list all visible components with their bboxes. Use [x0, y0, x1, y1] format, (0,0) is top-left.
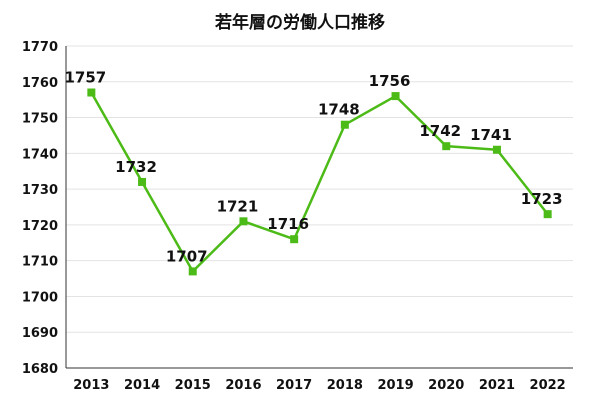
data-label: 1741 — [470, 126, 512, 144]
data-label: 1757 — [64, 69, 106, 87]
y-tick-label: 1750 — [22, 112, 58, 127]
y-tick-label: 1690 — [22, 326, 58, 341]
y-tick-label: 1720 — [22, 219, 58, 234]
x-tick-label: 2017 — [276, 378, 312, 393]
data-label: 1716 — [267, 215, 309, 233]
y-tick-label: 1680 — [22, 362, 58, 377]
data-label: 1742 — [419, 122, 461, 140]
data-point — [391, 92, 400, 101]
x-tick-label: 2018 — [327, 378, 363, 393]
data-point — [239, 217, 248, 226]
data-label: 1756 — [369, 72, 411, 90]
x-tick-label: 2022 — [530, 378, 566, 393]
data-point — [442, 142, 451, 151]
y-tick-label: 1730 — [22, 183, 58, 198]
x-tick-label: 2014 — [124, 378, 160, 393]
data-point — [87, 88, 96, 97]
data-label: 1748 — [318, 101, 360, 119]
x-tick-label: 2020 — [428, 378, 464, 393]
data-label: 1707 — [166, 247, 208, 265]
y-tick-label: 1740 — [22, 147, 58, 162]
data-label: 1723 — [521, 190, 563, 208]
y-tick-label: 1760 — [22, 76, 58, 91]
x-tick-label: 2013 — [73, 378, 109, 393]
series-line — [90, 91, 549, 273]
data-label: 1721 — [217, 197, 259, 215]
data-point — [138, 177, 147, 186]
data-point — [543, 210, 552, 219]
x-tick-label: 2019 — [377, 378, 413, 393]
data-point — [188, 267, 197, 276]
y-tick-label: 1710 — [22, 255, 58, 270]
data-point — [290, 235, 299, 244]
chart-title: 若年層の労働人口推移 — [215, 13, 385, 33]
x-tick-label: 2015 — [175, 378, 211, 393]
x-tick-label: 2016 — [225, 378, 261, 393]
data-point — [492, 145, 501, 154]
data-label: 1732 — [115, 158, 157, 176]
y-tick-label: 1700 — [22, 290, 58, 305]
x-tick-label: 2021 — [479, 378, 515, 393]
y-tick-label: 1770 — [22, 40, 58, 55]
data-point — [340, 120, 349, 129]
